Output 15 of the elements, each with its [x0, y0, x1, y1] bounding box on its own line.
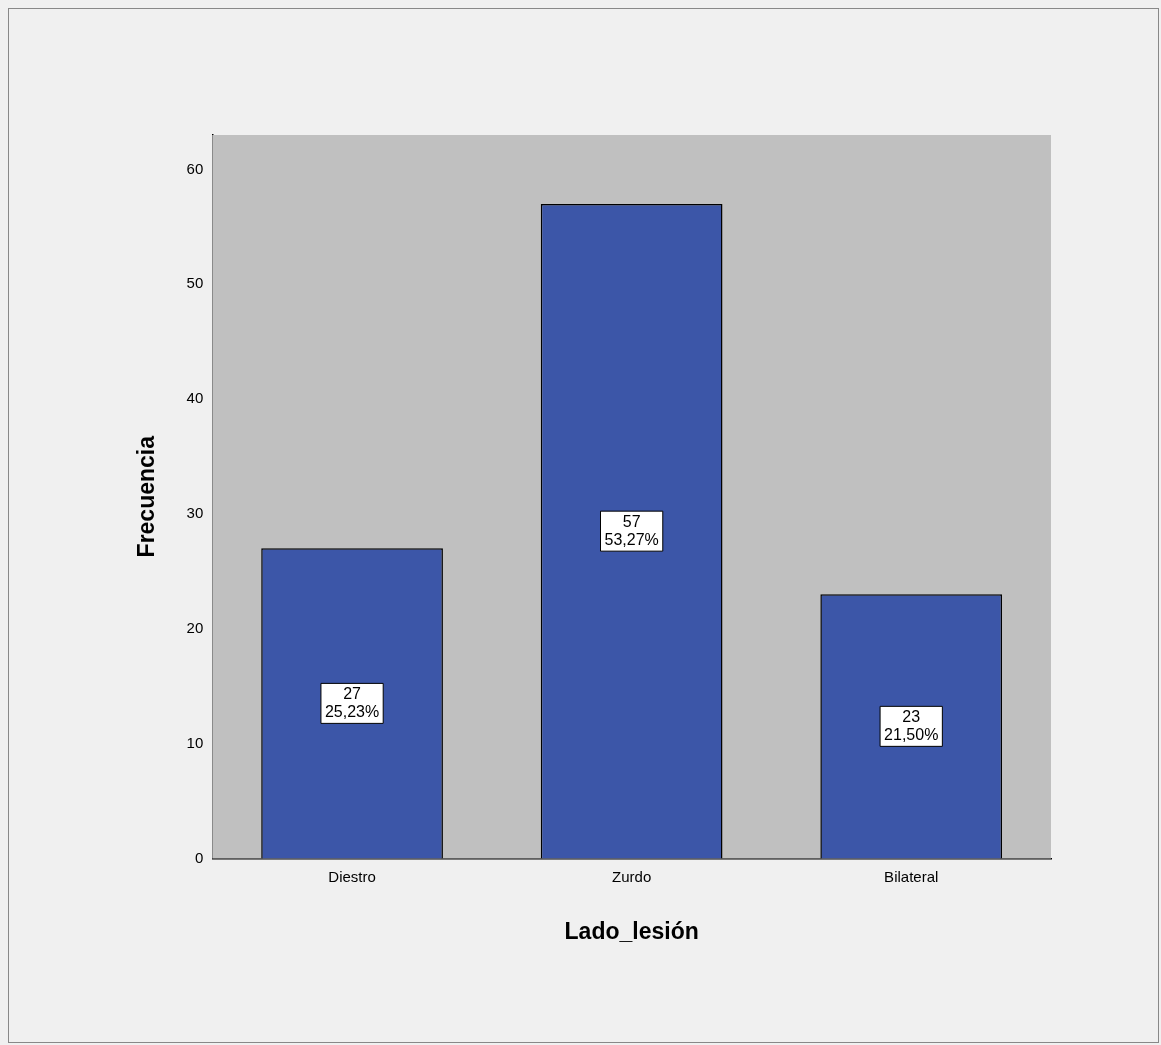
data-label: 23 21,50%: [884, 707, 939, 743]
x-axis-title: Lado_lesión: [564, 917, 699, 944]
data-label: 57 53,27%: [604, 512, 659, 548]
y-tick-label: 50: [186, 274, 204, 292]
y-tick-label: 40: [186, 389, 204, 407]
y-tick-label: 10: [186, 733, 204, 751]
data-label: 27 25,23%: [324, 684, 380, 720]
x-tick-label: Zurdo: [612, 867, 652, 885]
x-tick-label: Bilateral: [884, 867, 939, 885]
y-tick-label: 60: [186, 159, 204, 177]
y-tick-label: 30: [186, 504, 204, 522]
x-tick-label: Diestro: [328, 867, 376, 885]
y-tick-label: 0: [194, 848, 204, 866]
y-axis-title: Frecuencia: [133, 435, 160, 558]
y-tick-label: 20: [186, 618, 204, 636]
